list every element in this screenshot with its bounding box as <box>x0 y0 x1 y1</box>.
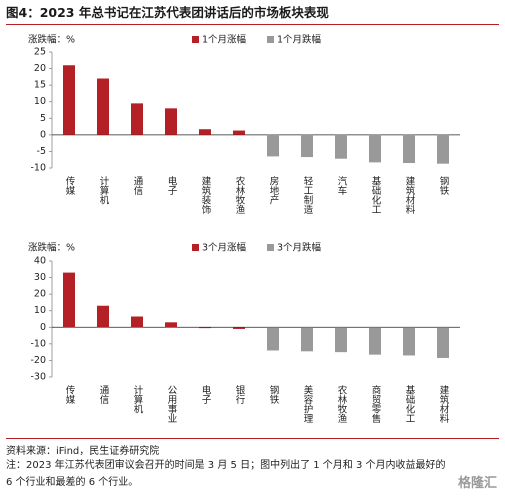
bar <box>301 134 313 158</box>
bar <box>369 134 381 163</box>
legend-label: 3个月涨幅 <box>202 242 247 254</box>
legend-label: 3个月跌幅 <box>277 242 322 254</box>
x-tick-label: 农林牧渔 <box>234 175 246 214</box>
x-tick-label: 传媒 <box>64 175 76 196</box>
bar <box>437 134 449 164</box>
x-tick-label: 建筑材料 <box>404 175 416 215</box>
bar <box>267 134 279 157</box>
x-tick-label: 商贸零售 <box>370 384 382 424</box>
x-tick-label: 钢铁 <box>268 384 280 405</box>
y-axis-label: 涨跌幅：% <box>28 242 75 254</box>
y-tick-label: -30 <box>30 372 46 383</box>
y-tick-label: 5 <box>40 113 46 124</box>
x-tick-label: 建筑材料 <box>438 384 450 424</box>
bar <box>131 316 143 328</box>
bar <box>437 327 449 358</box>
legend-swatch <box>192 36 199 43</box>
x-tick-label: 计算机 <box>98 175 110 205</box>
legend-swatch <box>267 36 274 43</box>
bar <box>165 108 177 135</box>
bar <box>267 327 279 351</box>
x-tick-label: 农林牧渔 <box>336 384 348 423</box>
x-tick-label: 通信 <box>132 176 144 196</box>
x-tick-label: 基础化工 <box>404 384 416 423</box>
legend-label: 1个月跌幅 <box>277 34 322 46</box>
y-tick-label: 10 <box>34 96 46 107</box>
y-tick-label: 10 <box>34 305 46 316</box>
bar <box>131 103 143 135</box>
x-tick-label: 建筑装饰 <box>200 175 212 215</box>
x-tick-label: 传媒 <box>64 384 76 405</box>
x-tick-label: 银行 <box>234 384 246 405</box>
bar <box>63 272 75 328</box>
bar <box>335 134 347 159</box>
bar <box>335 327 347 353</box>
y-tick-label: 25 <box>34 47 46 58</box>
x-tick-label: 钢铁 <box>438 175 450 196</box>
bar <box>233 327 245 329</box>
y-tick-label: 20 <box>34 63 46 74</box>
legend-label: 1个月涨幅 <box>202 34 247 46</box>
bar <box>199 327 211 329</box>
x-tick-label: 通信 <box>98 385 110 405</box>
y-tick-label: 0 <box>40 322 46 333</box>
x-tick-label: 基础化工 <box>370 175 382 214</box>
legend-swatch <box>192 244 199 251</box>
x-tick-label: 美容护理 <box>302 384 314 423</box>
y-tick-label: -10 <box>30 338 46 349</box>
bar <box>63 65 75 135</box>
bar <box>403 327 415 356</box>
watermark: 格隆汇 <box>457 476 497 491</box>
bar <box>199 129 211 135</box>
y-tick-label: 15 <box>34 80 46 91</box>
x-tick-label: 房地产 <box>268 175 280 205</box>
x-tick-label: 电子 <box>166 175 178 195</box>
charts: 涨跌幅：%-10-505101520251个月涨幅 1个月跌幅传媒 计算机 通信 电子建… <box>28 34 460 424</box>
y-tick-label: 0 <box>40 129 46 140</box>
note: 注：2023 年江苏代表团审议会召开的时间是 3 月 5 日；图中列出了 1 个… <box>6 460 446 488</box>
bar <box>233 130 245 135</box>
y-tick-label: 30 <box>34 272 46 283</box>
y-tick-label: 20 <box>34 289 46 300</box>
bar <box>165 322 177 328</box>
y-tick-label: -10 <box>30 163 46 174</box>
x-tick-label: 汽车 <box>336 175 348 196</box>
y-tick-label: -20 <box>30 355 46 366</box>
bar <box>97 78 109 135</box>
legend-swatch <box>267 244 274 251</box>
figure-title: 图4：2023 年总书记在江苏代表团讲话后的市场板块表现 <box>6 2 499 25</box>
bar <box>403 134 415 164</box>
bar <box>369 327 381 355</box>
y-axis-label: 涨跌幅：% <box>28 34 75 46</box>
x-tick-label: 公用事业 <box>166 385 178 423</box>
x-tick-label: 轻工制造 <box>302 175 314 215</box>
bar <box>97 305 109 328</box>
x-tick-label: 计算机 <box>132 384 144 414</box>
y-tick-label: 40 <box>34 256 46 267</box>
y-tick-label: -5 <box>37 146 46 157</box>
bar <box>301 327 313 352</box>
x-tick-label: 电子 <box>200 384 212 404</box>
source: 资料来源：iFind，民生证券研究院 <box>6 438 499 457</box>
